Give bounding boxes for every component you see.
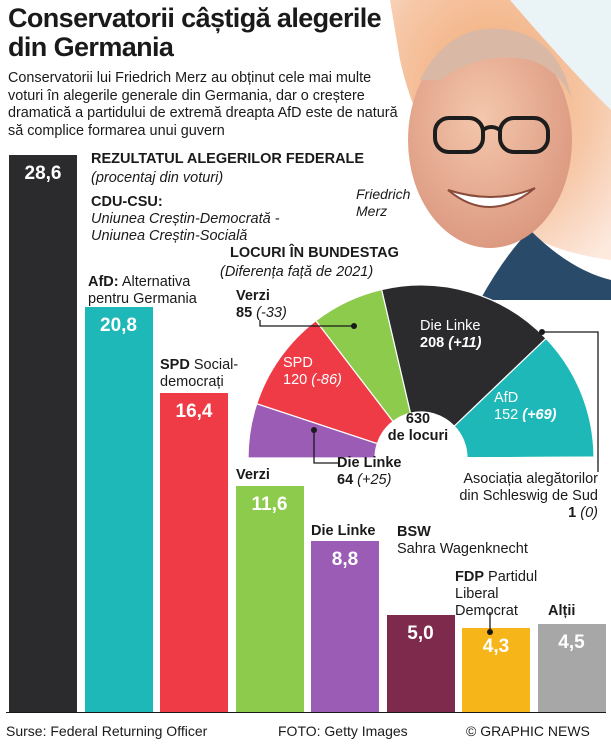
seat-ssw-seats: 1 [568,505,577,521]
label-fdp-long-2: Liberal [455,586,499,602]
footer-photo: FOTO: Getty Images [278,723,408,739]
seat-slice-cdu-csu-3 [380,284,547,428]
seats-semicircle-chart [247,284,595,459]
label-afd-long-2: pentru Germania [88,291,197,307]
bar-cdu-csu: 28,6 [9,155,77,712]
bar-die-linke: 8,8 [311,540,379,712]
seats-subheading: (Diferența față de 2021) [220,264,374,280]
label-fdp-long-1: Partidul [488,569,538,585]
label-bsw: BSW Sahra Wagenknecht [397,524,528,558]
seat-linke-diff: (+11) [448,335,482,351]
bar-fdp: 4,3 [462,628,530,712]
seat-afd-diff: (+69) [522,407,557,423]
bar-afd: 20,8 [84,306,153,712]
seat-label-verzi: Verzi 85 (-33) [236,288,287,322]
page-title: Conservatorii câștigă alegerile din Germ… [8,3,382,62]
seat-label-linke: Die Linke 208 (+11) [420,318,481,352]
seat-slice-spd-1 [255,319,394,445]
label-bsw-short: BSW [397,524,431,540]
ssw-pointer [539,329,599,472]
page-subtitle: Conservatorii lui Friedrich Merz au obți… [8,70,398,139]
bar-altii-value: 4,5 [558,632,585,654]
bar-afd-value: 20,8 [100,314,137,336]
label-spd-short: SPD [160,357,190,373]
seat-label-spd: SPD 120 (-86) [283,355,342,389]
label-altii-text: Alții [548,603,576,619]
bar-die-linke-value: 8,8 [331,548,359,570]
footer-credit: © GRAPHIC NEWS [466,723,590,739]
footer-source: Surse: Federal Returning Officer [6,723,208,739]
seat-slice-ssw-5 [466,456,595,459]
seat-label-ssw: Asociația alegătorilor din Schleswig de … [447,471,598,522]
bar-spd-value: 16,4 [175,400,213,422]
fdp-pointer [487,612,493,635]
seat-ssw-name-1: Asociația alegătorilor [463,471,598,487]
seats-total: 630 de locuri [372,411,464,445]
seat-linke2-name: Die Linke [337,455,402,471]
seat-verzi-seats: 85 [236,305,253,321]
label-linke: Die Linke [311,523,375,540]
verzi-pointer [259,320,357,329]
seat-linke-name: Die Linke [420,318,481,334]
label-linke-text: Die Linke [311,523,376,539]
seats-total-label: de locuri [387,428,449,444]
bar-fdp-value: 4,3 [482,636,510,658]
label-verzi: Verzi [236,467,270,484]
label-cdu: CDU-CSU: Uniunea Creștin-Democrată - Uni… [91,194,280,245]
label-altii: Alții [548,603,575,620]
label-afd-short: AfD: [88,274,119,290]
label-cdu-short: CDU-CSU: [91,194,163,210]
label-spd-long-1: Social- [193,357,239,373]
seat-verzi-name: Verzi [236,288,270,304]
seat-ssw-name-2: din Schleswig de Sud [459,488,598,504]
results-subheading: (procentaj din voturi) [91,170,224,186]
seat-label-linke2: Die Linke 64 (+25) [337,455,401,489]
label-verzi-text: Verzi [236,467,270,483]
bar-spd: 16,4 [160,392,228,712]
seat-spd-diff: (-86) [311,372,342,388]
seat-linke-seats: 208 [420,335,445,351]
seat-ssw-diff: (0) [580,505,598,521]
label-fdp-long-3: Democrat [455,603,518,619]
label-spd: SPD Social- democrați [160,357,238,391]
label-cdu-long-1: Uniunea Creștin-Democrată - [91,211,280,227]
seat-linke2-diff: (+25) [357,472,392,488]
seats-total-number: 630 [405,411,431,427]
results-heading: REZULTATUL ALEGERILOR FEDERALE [91,151,365,167]
label-afd: AfD: Alternativa pentru Germania [88,274,197,308]
bar-verzi: 11,6 [235,486,304,712]
seat-linke2-seats: 64 [337,472,354,488]
seat-afd-name: AfD [494,390,519,406]
seats-heading: LOCURI ÎN BUNDESTAG [230,245,399,261]
bar-altii: 4,5 [537,624,606,712]
seat-spd-name: SPD [283,355,313,371]
photo-caption: Friedrich Merz [356,186,436,220]
bar-verzi-value: 11,6 [251,494,288,516]
label-fdp-short: FDP [455,569,484,585]
linke2-pointer [311,427,340,464]
label-bsw-long: Sahra Wagenknecht [397,541,528,557]
label-fdp: FDP Partidul Liberal Democrat [455,569,537,620]
seat-afd-seats: 152 [494,407,519,423]
seat-spd-seats: 120 [283,372,308,388]
seat-label-afd: AfD 152 (+69) [494,390,557,424]
bar-baseline [6,712,606,713]
seat-slice-afd-4 [453,337,595,459]
label-spd-long-2: democrați [160,374,224,390]
bar-bsw-value: 5,0 [407,622,434,644]
seat-verzi-diff: (-33) [256,305,287,321]
label-afd-long-1: Alternativa [121,274,191,290]
friedrich-merz-photo [390,0,611,300]
label-cdu-long-2: Uniunea Creștin-Socială [91,228,248,244]
bar-bsw: 5,0 [386,614,455,712]
bar-cdu-csu-value: 28,6 [24,163,62,184]
photo-caption-text: Friedrich Merz [356,186,411,219]
